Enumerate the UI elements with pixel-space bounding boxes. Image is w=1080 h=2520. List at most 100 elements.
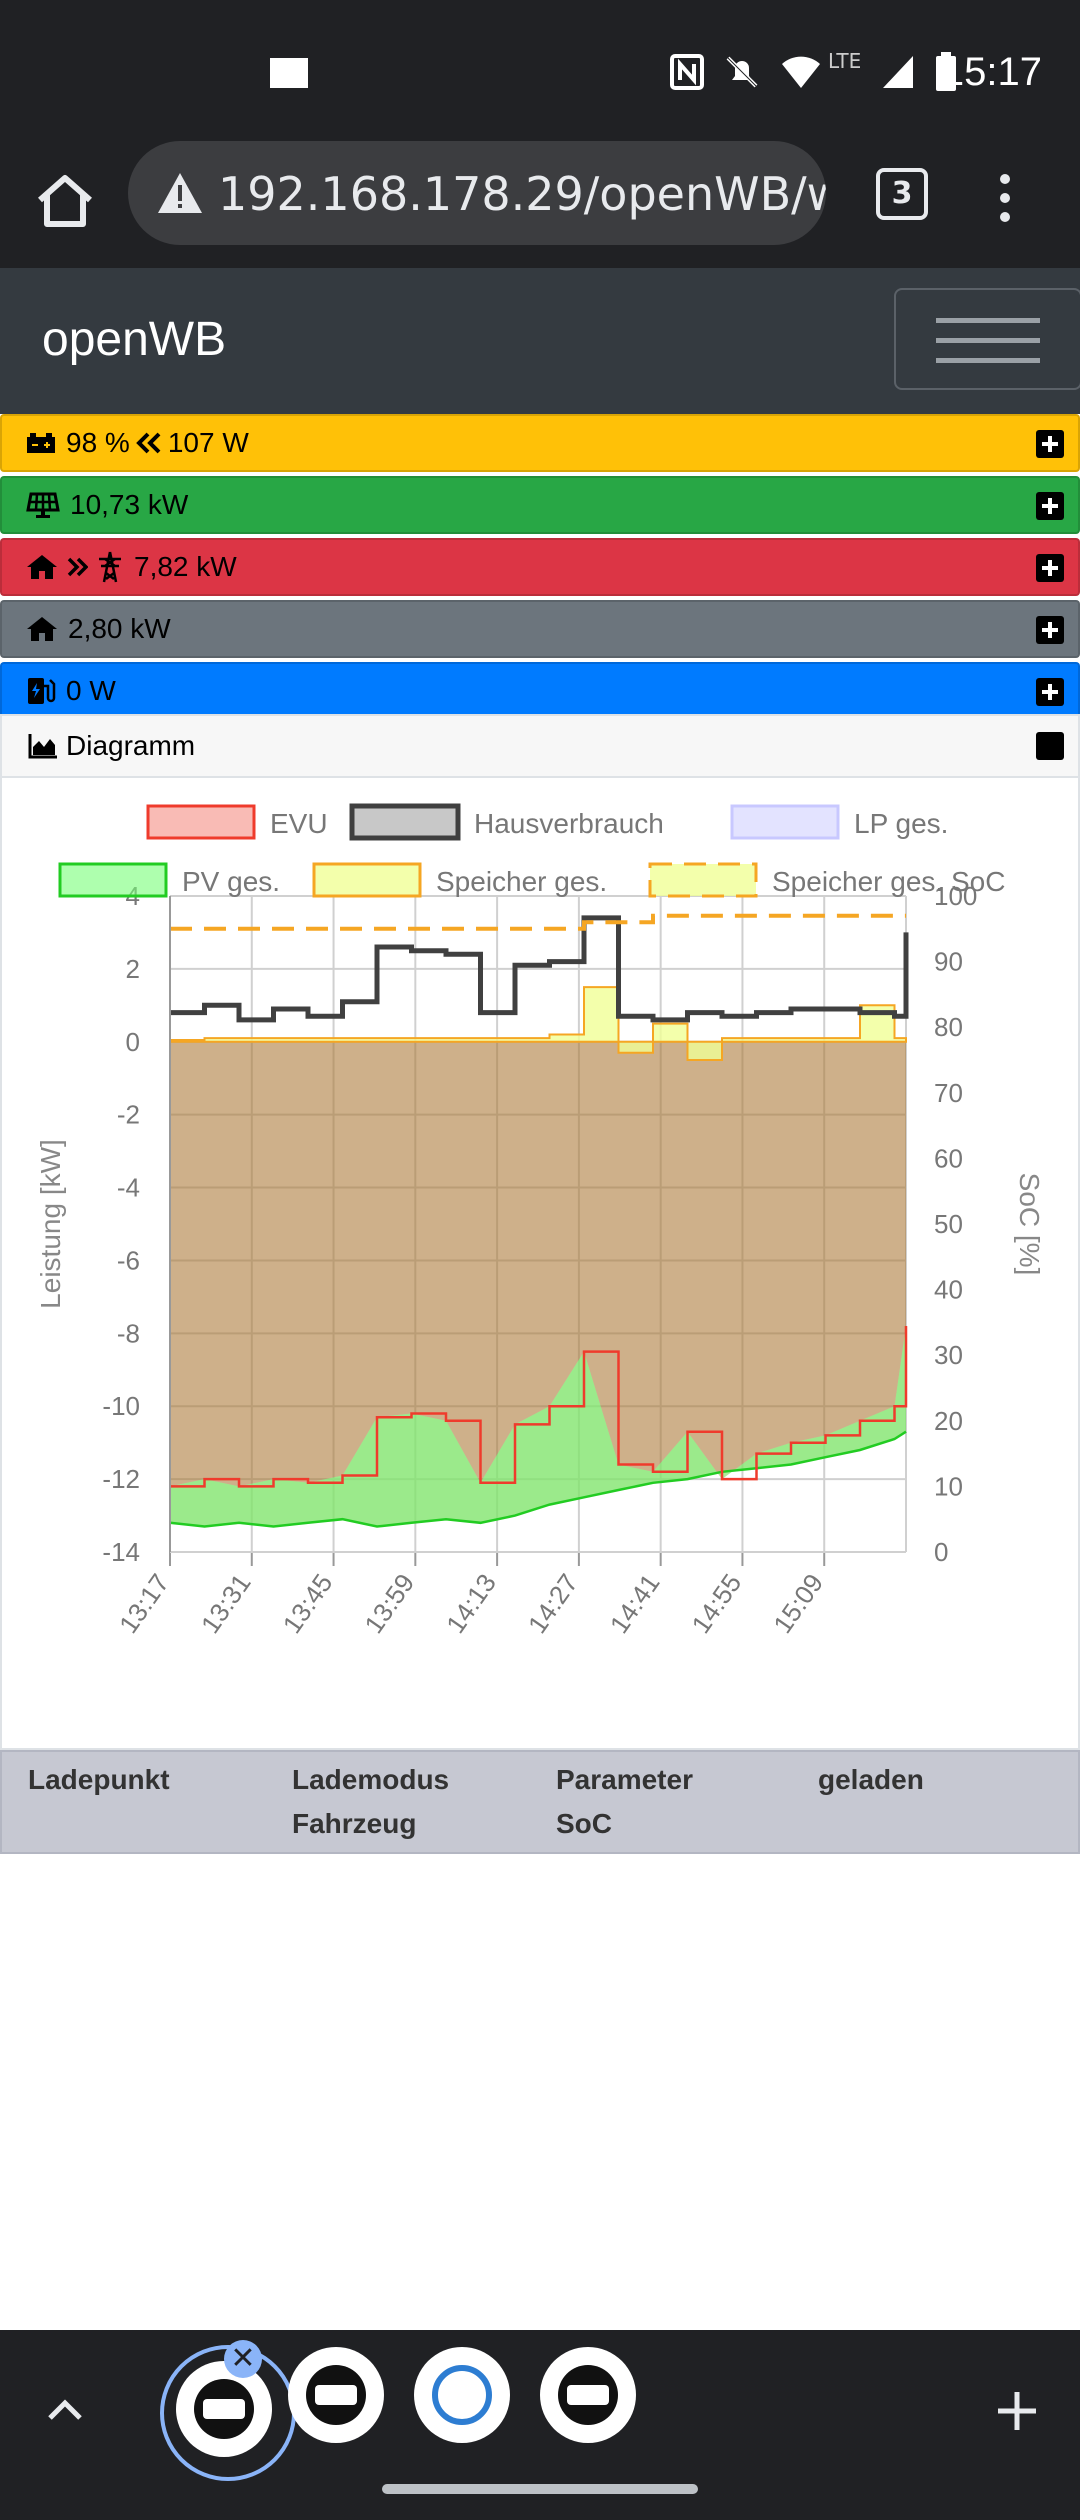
- charging-station-icon: [28, 678, 56, 704]
- y2-tick-label: 20: [934, 1406, 963, 1436]
- battery-icon: [27, 433, 55, 453]
- tab-switcher-button[interactable]: 3: [876, 168, 928, 220]
- x-tick-label: 14:41: [604, 1568, 666, 1639]
- y-axis-label: Leistung [kW]: [35, 1139, 66, 1309]
- menu-toggle-button[interactable]: [894, 288, 1080, 390]
- legend-swatch: [349, 803, 461, 841]
- y-tick-label: 2: [126, 954, 140, 984]
- chargepoint-table-header: Ladepunkt Lademodus Fahrzeug Parameter S…: [0, 1750, 1080, 1854]
- openwb-logo-icon: [558, 2365, 618, 2425]
- pv-bar[interactable]: 10,73 kW: [0, 476, 1080, 534]
- y-tick-label: -12: [102, 1464, 140, 1494]
- diagram-header[interactable]: Diagramm: [2, 716, 1078, 778]
- x-tick-label: 15:09: [767, 1568, 829, 1639]
- signal-icon: [883, 56, 914, 88]
- speicher-area: [169, 986, 907, 1061]
- more-menu-button[interactable]: [990, 170, 1020, 230]
- warning-icon: [158, 173, 202, 213]
- y2-tick-label: 90: [934, 947, 963, 977]
- col-soc: SoC: [556, 1808, 612, 1839]
- power-chart: 13:17 13:31 13:45 13:59 14:13 14:27 14:41 14:55…: [35, 803, 1045, 1639]
- discharge-arrow-icon: [135, 432, 161, 454]
- expand-battery-icon[interactable]: [1036, 430, 1064, 458]
- gesture-handle: [382, 2484, 698, 2494]
- y2-tick-label: 50: [934, 1209, 963, 1239]
- home-icon: [38, 175, 92, 227]
- browser-toolbar: 192.168.178.29/openWB/we 3: [0, 140, 1080, 268]
- power-tower-icon: [99, 551, 121, 583]
- url-bar[interactable]: 192.168.178.29/openWB/we: [128, 141, 826, 245]
- x-tick-label: 14:27: [522, 1568, 584, 1639]
- y2-tick-label: 40: [934, 1275, 963, 1305]
- x-tick-label: 13:59: [358, 1568, 420, 1639]
- tab-thumb-openwb-4[interactable]: [540, 2347, 636, 2443]
- legend-label: LP ges.: [854, 808, 948, 839]
- area-chart-icon: [28, 734, 57, 759]
- y2-tick-label: 30: [934, 1340, 963, 1370]
- app-navbar: openWB: [0, 268, 1080, 414]
- legend-label: PV ges.: [182, 866, 280, 897]
- y-tick-label: -2: [117, 1100, 140, 1130]
- expand-grid-icon[interactable]: [1036, 554, 1064, 582]
- close-tab-button[interactable]: ✕: [224, 2340, 262, 2378]
- y-tick-label: -6: [117, 1245, 140, 1275]
- wifi-icon: [782, 56, 820, 88]
- battery-status-icon: [936, 52, 957, 91]
- col-ladepunkt: Ladepunkt: [28, 1764, 170, 1795]
- legend-swatch: [146, 804, 256, 840]
- y-tick-label: -8: [117, 1318, 140, 1348]
- x-tick-label: 14:55: [685, 1568, 747, 1639]
- y2-tick-label: 10: [934, 1471, 963, 1501]
- x-tick-label: 13:45: [277, 1568, 339, 1639]
- home-button[interactable]: [30, 166, 100, 236]
- network-type: LTE: [828, 49, 862, 73]
- solar-panel-icon: [26, 492, 60, 518]
- openwb-logo-icon: [194, 2379, 254, 2439]
- y2-tick-label: 60: [934, 1143, 963, 1173]
- x-tick-label: 13:31: [195, 1568, 257, 1639]
- y-tick-label: -4: [117, 1173, 140, 1203]
- y-tick-label: 0: [126, 1027, 140, 1057]
- power-logo-icon: [432, 2365, 492, 2425]
- col-fahrzeug: Fahrzeug: [292, 1808, 417, 1839]
- legend-swatch: [730, 804, 840, 840]
- col-lademodus: Lademodus: [292, 1764, 450, 1795]
- expand-charging-icon[interactable]: [1036, 678, 1064, 706]
- battery-soc: 98 %: [66, 427, 130, 458]
- add-tab-icon[interactable]: [992, 2386, 1042, 2436]
- expand-house-icon[interactable]: [1036, 616, 1064, 644]
- legend-label: Hausverbrauch: [474, 808, 664, 839]
- tab-thumb-openwb-2[interactable]: [288, 2347, 384, 2443]
- legend-label: Speicher ges. SoC: [772, 866, 1005, 897]
- pv-line: [169, 1430, 907, 1528]
- x-tick-label: 14:13: [440, 1568, 502, 1639]
- diagram-card: Diagramm 13:17 13:31 13:45 13:59 14:13 14:27 1…: [0, 714, 1080, 1750]
- battery-bar[interactable]: 98 % 107 W: [0, 414, 1080, 472]
- status-bar: LTE 15:17: [0, 0, 1080, 140]
- legend-label: EVU: [270, 808, 328, 839]
- y2-axis-label: SoC [%]: [1014, 1173, 1045, 1276]
- house-icon: [27, 555, 57, 579]
- legend-label: Speicher ges.: [436, 866, 607, 897]
- col-geladen: geladen: [818, 1764, 924, 1795]
- grid-power: 7,82 kW: [134, 551, 237, 582]
- chevron-up-icon[interactable]: [40, 2390, 90, 2430]
- charging-bar[interactable]: 0 W: [0, 662, 1080, 720]
- y2-tick-label: 0: [934, 1537, 948, 1567]
- soc-line: [170, 913, 906, 931]
- expand-pv-icon[interactable]: [1036, 492, 1064, 520]
- clock: 15:17: [941, 50, 1042, 94]
- house-power: 2,80 kW: [68, 613, 171, 644]
- pv-power: 10,73 kW: [70, 489, 189, 520]
- house-consumption-bar[interactable]: 2,80 kW: [0, 600, 1080, 658]
- evu-line: [170, 1326, 908, 1488]
- brand-title[interactable]: openWB: [42, 313, 227, 366]
- y2-tick-label: 80: [934, 1012, 963, 1042]
- tab-thumb-openwb-active[interactable]: [176, 2361, 272, 2457]
- x-tick-label: 13:17: [113, 1568, 175, 1639]
- collapse-diagram-icon[interactable]: [1036, 732, 1064, 760]
- tab-thumb-3[interactable]: [414, 2347, 510, 2443]
- mute-icon: [726, 56, 758, 88]
- grid-bar[interactable]: 7,82 kW: [0, 538, 1080, 596]
- diagram-title: Diagramm: [66, 730, 196, 761]
